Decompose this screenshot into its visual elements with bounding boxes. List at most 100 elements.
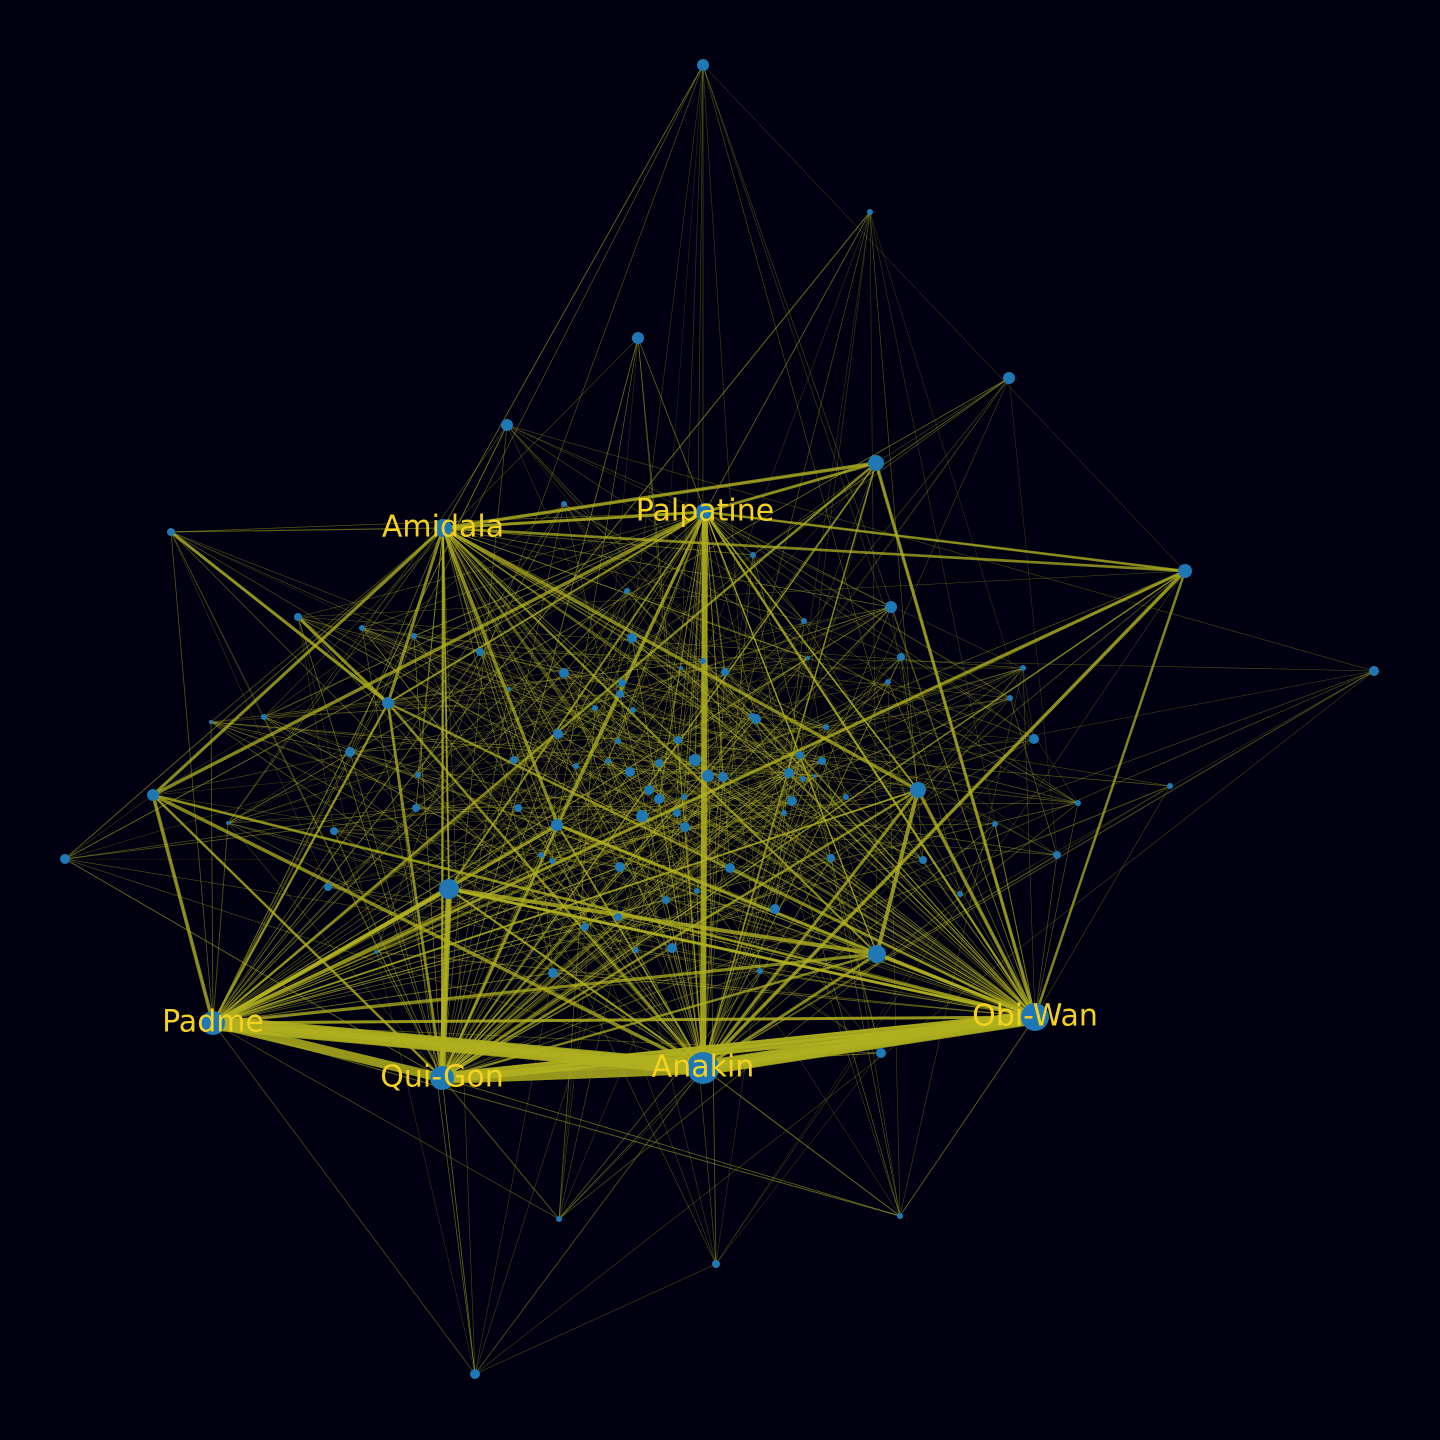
edge-minor: [361, 627, 621, 868]
node: [147, 789, 159, 801]
edge-minor: [212, 681, 889, 1024]
edge-minor: [724, 606, 892, 673]
node: [644, 785, 654, 795]
edge-minor: [702, 812, 785, 1069]
node: [294, 613, 302, 621]
edge-minor: [556, 637, 633, 826]
node: [561, 501, 567, 507]
edge-minor: [619, 693, 816, 777]
node-label-palpatine: Palpatine: [636, 494, 774, 529]
edge-minor: [448, 671, 726, 890]
edge-medium: [701, 569, 1187, 1070]
node: [382, 697, 394, 709]
node: [679, 666, 683, 670]
node: [1003, 372, 1015, 384]
edge-minor: [333, 830, 731, 869]
edge-minor: [594, 707, 804, 780]
edge-minor: [210, 721, 696, 761]
edge-medium: [296, 615, 390, 705]
node: [573, 763, 579, 769]
edge-minor: [683, 511, 706, 798]
node: [757, 968, 763, 974]
edge-minor: [702, 1067, 901, 1217]
node: [1075, 800, 1081, 806]
edge-minor: [517, 511, 706, 809]
edge-minor: [361, 627, 698, 892]
node: [867, 209, 873, 215]
node: [324, 883, 332, 891]
edge-minor: [415, 807, 1058, 856]
edge-minor: [994, 823, 1036, 1018]
edge-minor: [558, 738, 1035, 1220]
edge-minor: [607, 760, 704, 1069]
node: [412, 804, 420, 812]
edge-minor: [540, 854, 621, 868]
node: [592, 705, 598, 711]
edge-minor: [551, 800, 793, 862]
edge-minor: [759, 970, 1036, 1018]
edge-minor: [729, 857, 832, 869]
node-palpatine: [696, 503, 714, 521]
edge-minor: [1022, 667, 1036, 1018]
edge-minor: [607, 511, 706, 762]
edge-minor: [694, 759, 1036, 1018]
edge-minor: [442, 527, 515, 761]
node: [632, 332, 644, 344]
node: [897, 653, 905, 661]
nodes-layer: [60, 59, 1379, 1379]
edge-minor: [442, 527, 621, 868]
edge-minor: [415, 807, 643, 817]
edge-medium: [151, 793, 705, 1070]
edge-minor: [441, 778, 804, 1079]
edge-minor: [417, 774, 924, 861]
edge-minor: [441, 1077, 476, 1375]
edge-minor: [917, 667, 1024, 791]
edge-minor: [658, 511, 706, 800]
edge-minor: [619, 738, 1035, 868]
edge-minor: [442, 527, 596, 709]
edges-layer: [64, 64, 1375, 1375]
edge-minor: [791, 800, 832, 859]
edge-minor: [442, 64, 704, 529]
edge-minor: [540, 812, 785, 856]
node: [1007, 695, 1013, 701]
edge-minor: [212, 886, 329, 1024]
node: [510, 756, 518, 764]
edge-minor: [637, 337, 704, 1069]
node: [1369, 666, 1379, 676]
edge-minor: [648, 511, 706, 791]
edge-minor: [869, 211, 1035, 740]
edge-minor: [696, 775, 816, 892]
edge-minor: [626, 590, 809, 659]
edge-medium: [874, 461, 1037, 1019]
edge-minor: [227, 681, 889, 824]
edge-minor: [227, 377, 1010, 824]
edge-major-amidala-palpatine: [441, 510, 707, 530]
edge-minor: [558, 802, 1079, 1220]
edge-minor: [641, 657, 809, 817]
edge-minor: [704, 511, 761, 972]
node: [209, 720, 213, 724]
edge-minor: [349, 527, 444, 753]
edge-minor: [814, 667, 1024, 777]
edge-minor: [442, 527, 882, 1054]
edge-minor: [1056, 785, 1171, 856]
edge-medium: [875, 788, 920, 956]
edge-minor: [263, 657, 809, 718]
edge-medium: [704, 511, 919, 791]
edge-minor: [375, 64, 704, 953]
edge-minor: [479, 651, 1375, 672]
edge-minor: [417, 774, 519, 809]
edge-minor: [212, 1022, 560, 1220]
node: [615, 862, 625, 872]
edge-minor: [676, 812, 1036, 1018]
edge-medium: [169, 530, 390, 705]
edge-minor: [617, 740, 785, 814]
edge-minor: [442, 527, 717, 1265]
edge-major-bundle: [700, 1018, 1038, 1075]
edge-minor: [441, 796, 847, 1079]
edge-minor: [702, 64, 902, 658]
node-label-anakin: Anakin: [652, 1050, 755, 1085]
edge-minor: [558, 1067, 704, 1220]
edge-minor: [1034, 785, 1171, 1018]
